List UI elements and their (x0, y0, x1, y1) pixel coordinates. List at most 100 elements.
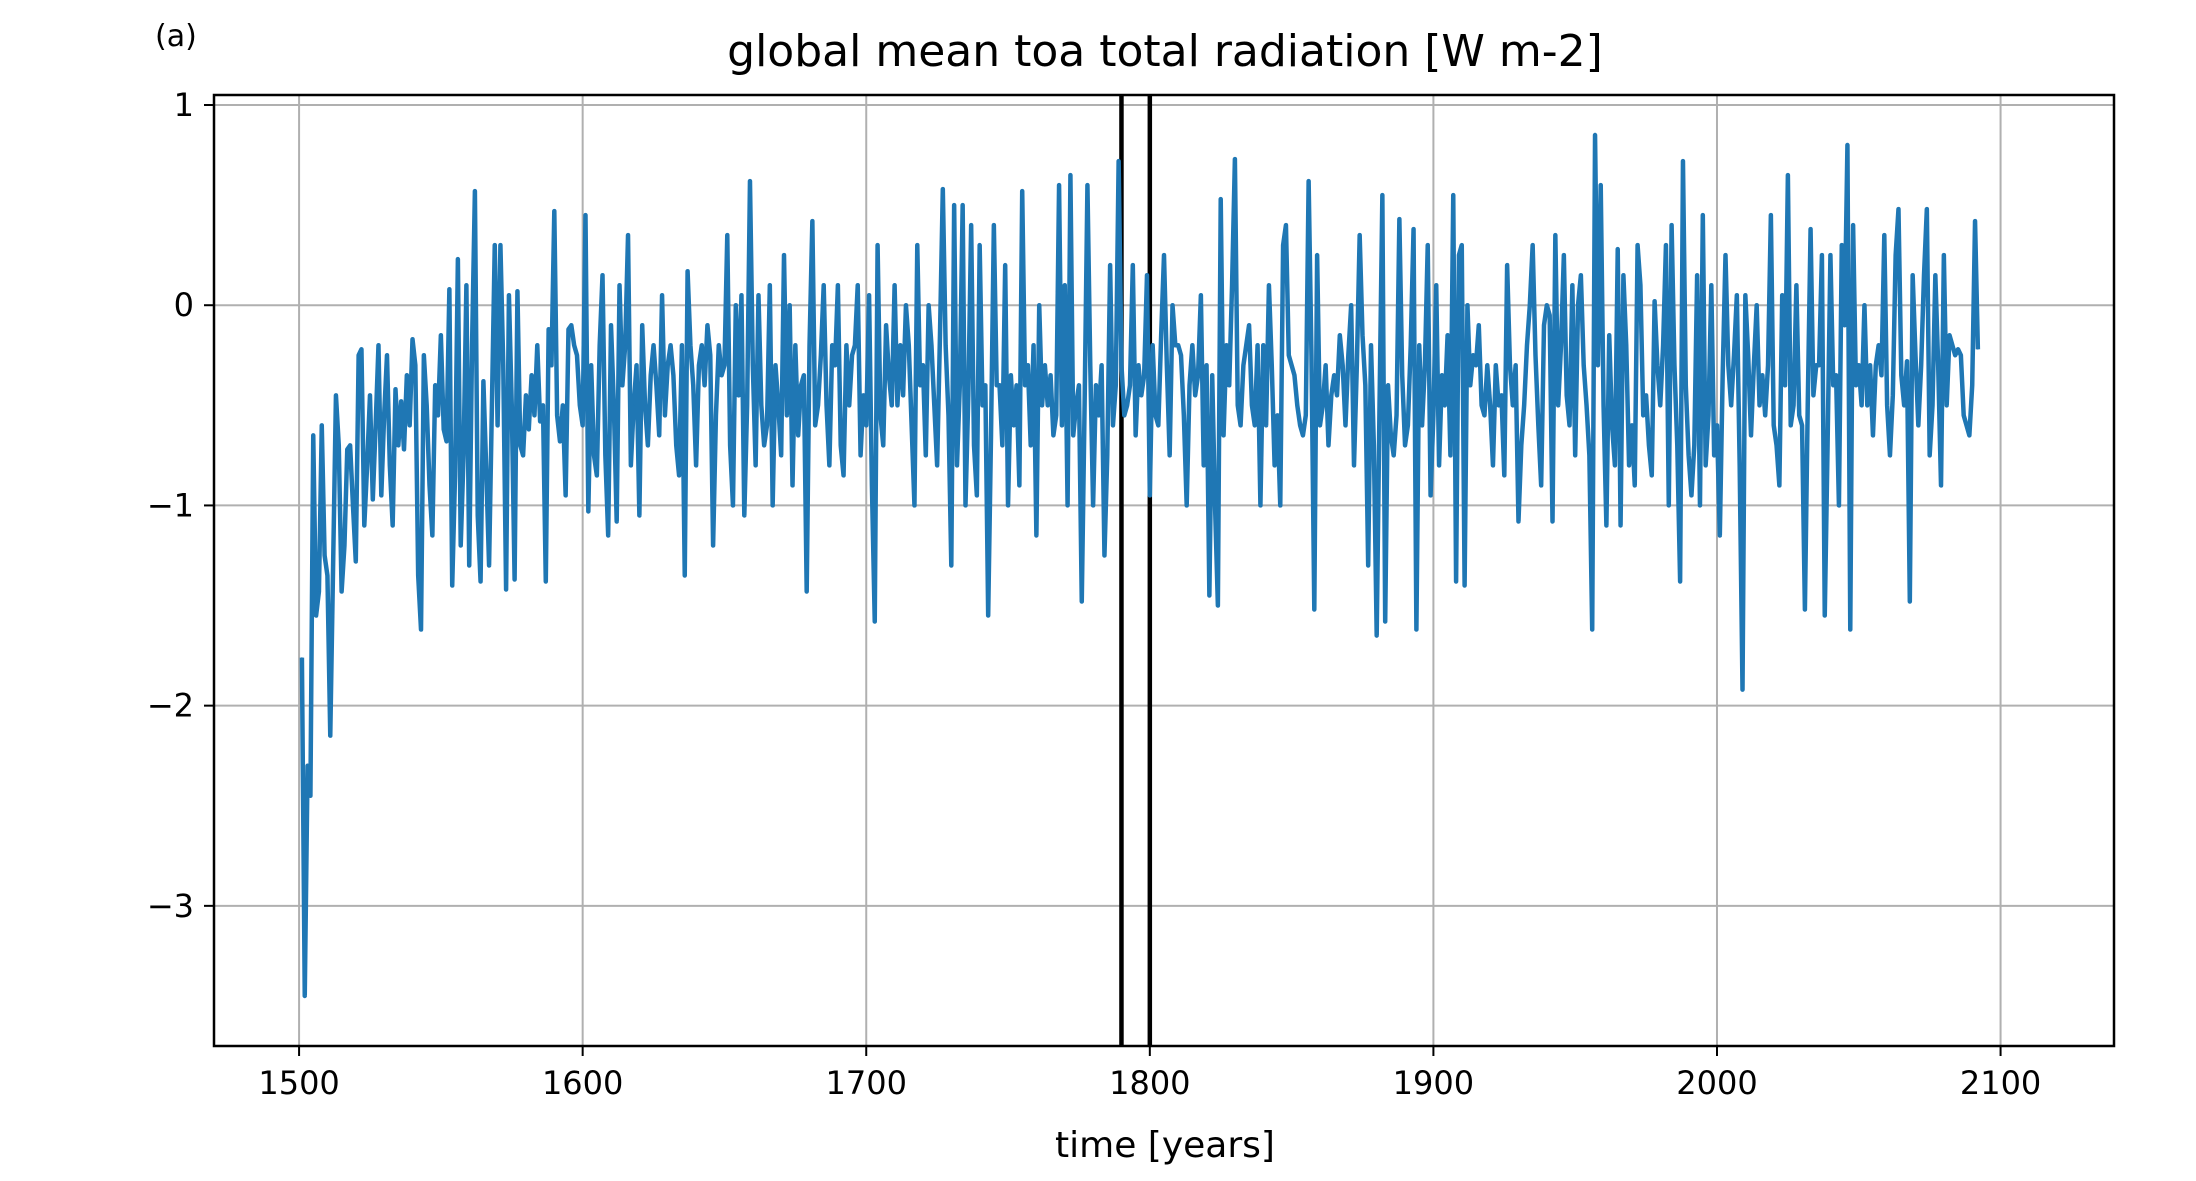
data-point (1906, 360, 1908, 362)
data-point (1798, 414, 1800, 416)
data-point (709, 354, 711, 356)
data-point (1469, 384, 1471, 386)
data-point (1271, 364, 1273, 366)
data-point (655, 384, 657, 386)
data-point (1118, 160, 1120, 162)
data-point (1240, 424, 1242, 426)
data-point (1021, 190, 1023, 192)
data-point (1923, 274, 1925, 276)
data-point (919, 384, 921, 386)
data-point (1064, 284, 1066, 286)
data-point (1540, 484, 1542, 486)
data-point (1407, 424, 1409, 426)
data-point (613, 404, 615, 406)
data-point (840, 444, 842, 446)
data-point (1265, 424, 1267, 426)
data-point (766, 424, 768, 426)
data-point (1489, 404, 1491, 406)
data-point (1157, 424, 1159, 426)
data-point (1588, 454, 1590, 456)
data-point (1895, 254, 1897, 256)
data-point (806, 591, 808, 593)
data-point (1523, 404, 1525, 406)
data-point (1044, 364, 1046, 366)
data-point (1597, 364, 1599, 366)
data-point (1500, 394, 1502, 396)
data-point (1586, 404, 1588, 406)
data-point (1727, 364, 1729, 366)
data-point (1067, 504, 1069, 506)
data-point (1398, 218, 1400, 220)
data-point (536, 344, 538, 346)
data-point (641, 324, 643, 326)
data-point (386, 354, 388, 356)
data-point (811, 220, 813, 222)
data-point (593, 454, 595, 456)
data-point (619, 284, 621, 286)
data-point (868, 294, 870, 296)
data-point (590, 364, 592, 366)
data-point (675, 444, 677, 446)
data-point (1917, 424, 1919, 426)
data-point (777, 404, 779, 406)
data-point (1855, 384, 1857, 386)
data-point (550, 364, 552, 366)
data-point (1960, 354, 1962, 356)
data-point (1546, 304, 1548, 306)
data-point (1495, 364, 1497, 366)
data-point (1041, 404, 1043, 406)
data-point (1305, 414, 1307, 416)
data-point (429, 484, 431, 486)
data-point (1004, 264, 1006, 266)
data-point (1242, 364, 1244, 366)
data-point (1075, 404, 1077, 406)
data-point (1172, 304, 1174, 306)
data-point (1671, 224, 1673, 226)
data-point (377, 344, 379, 346)
data-point (1571, 284, 1573, 286)
data-point (1710, 284, 1712, 286)
data-point (854, 344, 856, 346)
data-point (1665, 244, 1667, 246)
data-point (403, 448, 405, 450)
data-point (1812, 394, 1814, 396)
data-point (573, 344, 575, 346)
data-point (1237, 404, 1239, 406)
data-point (1483, 414, 1485, 416)
data-point (1478, 324, 1480, 326)
data-point (1920, 364, 1922, 366)
data-point (1756, 304, 1758, 306)
data-point (434, 384, 436, 386)
data-point (514, 579, 516, 581)
data-point (1169, 454, 1171, 456)
data-point (383, 414, 385, 416)
data-point (820, 354, 822, 356)
data-point (1787, 174, 1789, 176)
data-point (1517, 520, 1519, 522)
data-point (1841, 244, 1843, 246)
x-axis-ticks: 1500 1600 1700 1800 1900 2000 2100 (258, 1046, 2041, 1102)
data-point (474, 190, 476, 192)
data-point (1673, 364, 1675, 366)
data-point (1220, 198, 1222, 200)
data-point (1679, 581, 1681, 583)
data-point (1123, 414, 1125, 416)
data-point (1166, 364, 1168, 366)
data-point (783, 254, 785, 256)
data-point (1285, 224, 1287, 226)
data-point (1957, 348, 1959, 350)
data-point (789, 304, 791, 306)
data-point (1761, 374, 1763, 376)
data-point (607, 534, 609, 536)
data-point (1914, 354, 1916, 356)
data-point (1376, 635, 1378, 637)
data-point (1940, 484, 1942, 486)
data-point (1135, 434, 1137, 436)
data-point (1827, 444, 1829, 446)
data-point (1078, 384, 1080, 386)
data-point (346, 448, 348, 450)
data-point (947, 414, 949, 416)
data-point (1362, 334, 1364, 336)
data-point (431, 534, 433, 536)
data-point (780, 454, 782, 456)
